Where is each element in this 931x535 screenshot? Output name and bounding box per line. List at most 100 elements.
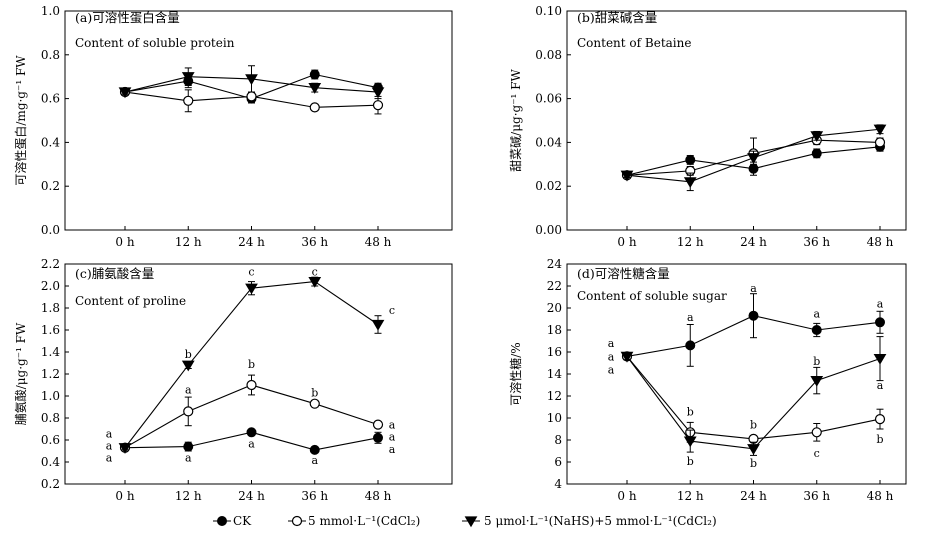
significance-letter: c: [248, 266, 254, 279]
y-tick-label: 24: [547, 257, 563, 271]
data-point: [246, 379, 257, 391]
panel-c: 0.2 0.4 0.6 0.8 1.0 1.2 1.4 1.6 1.8 2.0 2.2 0 h 12 h…: [13, 257, 453, 503]
y-tick-label: 0.00: [535, 223, 562, 237]
significance-letter: a: [877, 298, 884, 311]
x-tick-label: 12 h: [175, 235, 202, 249]
panel-title: (d)可溶性糖含量: [577, 266, 670, 281]
significance-letter: c: [389, 304, 395, 317]
x-tick-label: 0 h: [617, 489, 636, 503]
y-tick-label: 0.2: [41, 477, 60, 491]
significance-letter: c: [312, 266, 318, 279]
y-axis-label: 可溶性糖/%: [508, 342, 523, 405]
series-NaHS: [620, 336, 887, 456]
legend-item-CK: CK: [213, 514, 252, 528]
data-point: [309, 444, 320, 455]
x-tick-label: 24 h: [238, 489, 265, 503]
data-point: [747, 444, 760, 456]
y-tick-label: 12: [547, 389, 562, 403]
y-tick-label: 2.2: [41, 257, 60, 271]
data-point: [245, 74, 258, 86]
significance-letter: a: [687, 311, 694, 324]
x-tick-label: 48 h: [365, 235, 392, 249]
x-tick-label: 12 h: [175, 489, 202, 503]
data-point: [620, 351, 634, 363]
data-point: [874, 137, 886, 148]
data-point: [309, 102, 320, 113]
data-point: [620, 170, 634, 182]
data-point: [811, 325, 822, 335]
data-point: [810, 375, 824, 387]
y-tick-label: 0.08: [535, 48, 562, 62]
significance-letter: a: [608, 350, 615, 363]
significance-letter: a: [750, 282, 757, 295]
legend-label: 5 μmol·L⁻¹(NaHS)+5 mmol·L⁻¹(CdCl₂): [484, 514, 717, 528]
y-tick-label: 0.06: [535, 92, 562, 106]
y-tick-label: 0.2: [41, 179, 60, 193]
y-tick-label: 0.6: [41, 433, 60, 447]
significance-letter: a: [185, 452, 192, 465]
significance-letter: a: [877, 379, 884, 392]
significance-letter: a: [106, 440, 113, 453]
y-tick-label: 0.8: [41, 411, 60, 425]
significance-letter: a: [106, 427, 113, 440]
panel-subtitle: Content of soluble sugar: [577, 289, 727, 303]
data-point: [811, 427, 822, 438]
x-tick-label: 0 h: [617, 235, 636, 249]
significance-letter: b: [750, 419, 757, 432]
series-CK: [622, 293, 885, 367]
data-point: [246, 427, 257, 438]
panel-d: 4 6 8 10 12 14 16 18 20 22 24 0 h 12 h 24 h 36 h 48 h 可溶…: [508, 257, 907, 503]
data-point: [685, 154, 696, 165]
significance-letter: a: [389, 431, 396, 444]
panel-subtitle: Content of proline: [75, 294, 186, 308]
data-point: [183, 95, 194, 106]
significance-letter: a: [389, 419, 396, 432]
legend-label: CK: [233, 514, 252, 528]
significance-letter: a: [813, 308, 820, 321]
y-axis-label: 甜菜碱/μg·g⁻¹ FW: [509, 69, 523, 172]
panel-b: 0.00 0.02 0.04 0.06 0.08 0.10 0 h 12 h 24 h 36 h 4…: [509, 4, 907, 249]
data-point: [747, 153, 760, 164]
panel-title: (b)甜菜碱含量: [577, 10, 657, 25]
data-point: [875, 317, 885, 328]
x-tick-label: 36 h: [803, 489, 830, 503]
series-NaHS: [118, 276, 385, 454]
data-point: [309, 69, 320, 80]
x-tick-label: 12 h: [677, 235, 704, 249]
y-tick-label: 2.0: [41, 279, 60, 293]
data-point: [683, 177, 697, 189]
x-tick-label: 36 h: [301, 489, 328, 503]
legend: CK 5 mmol·L⁻¹(CdCl₂) 5 μmol·L⁻¹(NaHS)+5 mm…: [213, 514, 717, 528]
significance-letter: b: [876, 433, 883, 446]
data-point: [309, 398, 320, 409]
significance-letter: b: [311, 387, 318, 400]
y-tick-label: 22: [547, 279, 562, 293]
series-NaHS: [118, 65, 385, 100]
legend-marker: [291, 515, 303, 527]
y-axis-label: 可溶性蛋白/mg·g⁻¹ FW: [13, 55, 28, 186]
y-tick-label: 1.4: [41, 345, 60, 359]
y-tick-label: 1.0: [41, 389, 60, 403]
significance-letter: a: [106, 452, 113, 465]
y-tick-label: 16: [547, 345, 562, 359]
data-point: [748, 310, 759, 321]
legend-label: 5 mmol·L⁻¹(CdCl₂): [308, 514, 420, 528]
panel-subtitle: Content of Betaine: [577, 36, 691, 50]
data-point: [183, 441, 194, 452]
significance-letter: a: [389, 443, 396, 456]
x-tick-label: 24 h: [238, 235, 265, 249]
y-tick-label: 6: [554, 455, 562, 469]
significance-letter: a: [608, 337, 615, 350]
data-point: [372, 419, 384, 430]
y-tick-label: 1.6: [41, 323, 60, 337]
data-point: [181, 360, 195, 372]
significance-letter: b: [750, 457, 757, 470]
data-point: [183, 406, 194, 417]
legend-marker: [217, 516, 227, 526]
x-tick-label: 0 h: [115, 235, 134, 249]
x-tick-label: 0 h: [115, 489, 134, 503]
y-tick-label: 18: [547, 323, 562, 337]
data-point: [246, 91, 257, 102]
significance-letter: a: [311, 454, 318, 467]
data-point: [371, 87, 385, 99]
